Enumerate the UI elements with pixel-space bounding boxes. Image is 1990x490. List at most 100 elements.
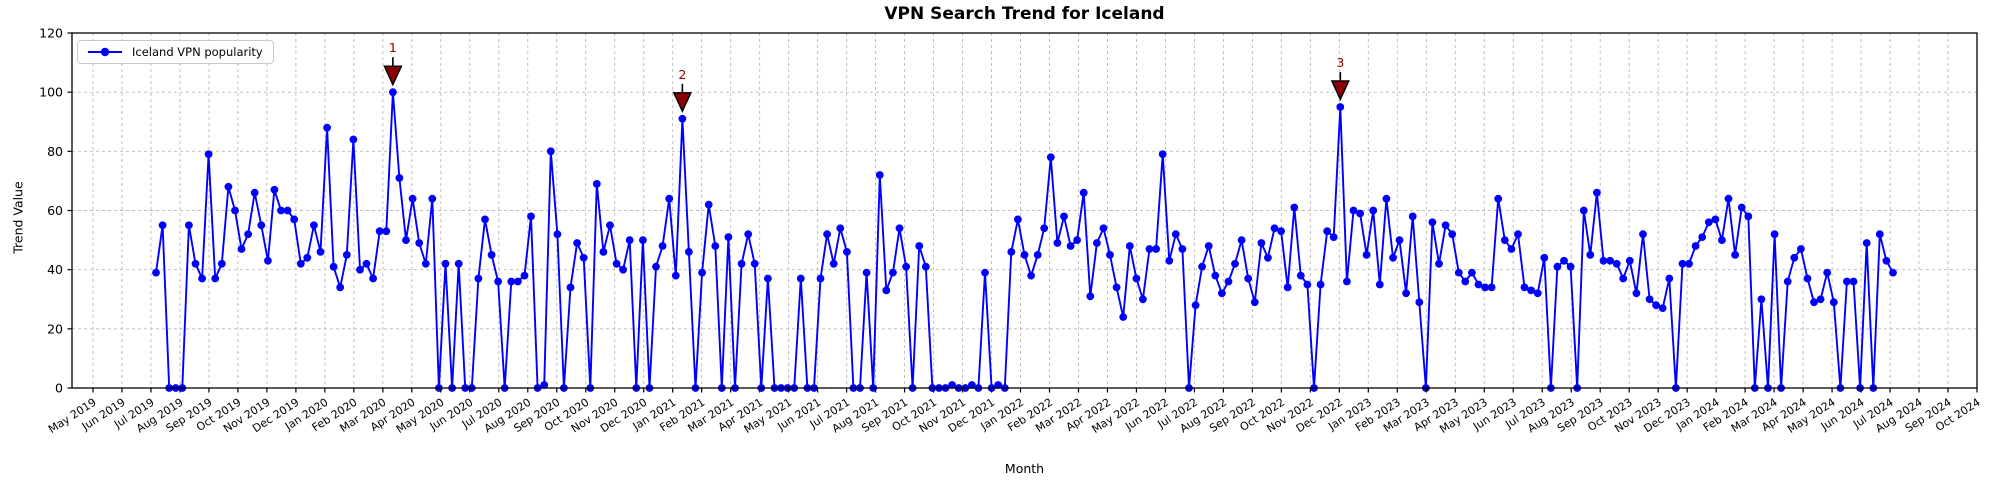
legend: Iceland VPN popularity bbox=[77, 40, 274, 64]
data-point-marker bbox=[1685, 259, 1693, 268]
data-point-marker bbox=[652, 262, 660, 271]
data-point-marker bbox=[1415, 298, 1424, 307]
data-point-marker bbox=[303, 253, 312, 262]
data-point-marker bbox=[1336, 103, 1345, 111]
data-point-marker bbox=[1658, 304, 1667, 312]
data-point-marker bbox=[678, 114, 687, 123]
data-point-marker bbox=[875, 171, 884, 179]
data-point-marker bbox=[1027, 271, 1035, 280]
data-point-marker bbox=[1527, 286, 1535, 295]
data-point-marker bbox=[1849, 277, 1858, 286]
data-point-marker bbox=[553, 230, 562, 239]
data-point-marker bbox=[395, 174, 404, 182]
data-point-marker bbox=[1257, 239, 1266, 247]
data-point-marker bbox=[152, 268, 160, 277]
data-point-marker bbox=[1770, 230, 1779, 239]
data-point-marker bbox=[1632, 289, 1641, 298]
data-point-marker bbox=[1020, 251, 1029, 259]
data-point-marker bbox=[665, 194, 674, 203]
data-point-marker bbox=[1540, 253, 1549, 262]
data-point-marker bbox=[1244, 274, 1253, 283]
data-point-marker bbox=[915, 242, 924, 250]
data-point-marker bbox=[737, 259, 746, 268]
y-tick-label: 0 bbox=[55, 381, 63, 396]
data-point-marker bbox=[1435, 259, 1443, 268]
annotation-label: 3 bbox=[1336, 55, 1344, 70]
chart-title: VPN Search Trend for Iceland bbox=[884, 4, 1165, 24]
legend-line-marker-icon bbox=[88, 47, 122, 57]
data-point-marker bbox=[217, 259, 226, 268]
data-point-marker bbox=[323, 123, 331, 132]
trend-line bbox=[155, 91, 1894, 389]
data-point-marker bbox=[1665, 274, 1674, 283]
data-point-marker bbox=[1454, 268, 1463, 277]
data-point-marker bbox=[342, 251, 351, 259]
data-point-marker bbox=[1106, 251, 1114, 259]
data-point-marker bbox=[1014, 215, 1022, 224]
data-point-marker bbox=[250, 188, 259, 197]
data-point-marker bbox=[1704, 218, 1713, 227]
data-point-marker bbox=[639, 236, 647, 245]
data-point-marker bbox=[1270, 224, 1279, 233]
data-point-marker bbox=[1218, 289, 1226, 298]
data-point-marker bbox=[1691, 242, 1700, 250]
data-point-marker bbox=[191, 259, 200, 268]
data-point-marker bbox=[1060, 212, 1068, 221]
data-point-marker bbox=[1468, 268, 1476, 277]
data-point-marker bbox=[968, 381, 976, 389]
data-point-marker bbox=[1843, 277, 1851, 286]
data-point-marker bbox=[764, 274, 772, 283]
data-point-marker bbox=[1500, 236, 1509, 245]
data-point-marker bbox=[204, 150, 213, 159]
data-point-marker bbox=[283, 206, 292, 215]
data-point-marker bbox=[1296, 271, 1305, 280]
data-point-marker bbox=[1139, 295, 1147, 304]
data-point-marker bbox=[592, 180, 601, 188]
data-point-marker bbox=[1875, 230, 1884, 239]
data-point-marker bbox=[494, 277, 502, 286]
data-point-marker bbox=[1711, 215, 1720, 224]
data-point-marker bbox=[981, 268, 989, 277]
y-tick-label: 80 bbox=[47, 144, 63, 159]
data-point-marker bbox=[1737, 203, 1746, 212]
data-point-marker bbox=[1441, 221, 1450, 230]
data-point-marker bbox=[356, 265, 364, 274]
data-point-marker bbox=[362, 259, 371, 268]
data-point-marker bbox=[711, 242, 720, 250]
data-point-marker bbox=[310, 221, 318, 230]
data-point-marker bbox=[1816, 295, 1825, 304]
data-point-marker bbox=[1612, 259, 1621, 268]
data-point-marker bbox=[671, 271, 680, 280]
data-point-marker bbox=[1402, 289, 1410, 298]
data-point-marker bbox=[895, 224, 904, 233]
data-point-marker bbox=[1382, 194, 1391, 203]
data-point-marker bbox=[685, 248, 693, 256]
data-point-marker bbox=[1086, 292, 1095, 301]
data-point-marker bbox=[1428, 218, 1437, 227]
data-point-marker bbox=[270, 185, 279, 194]
data-point-marker bbox=[507, 277, 516, 286]
data-point-marker bbox=[1073, 236, 1081, 245]
data-point-marker bbox=[1790, 253, 1799, 262]
data-point-marker bbox=[211, 274, 220, 283]
data-point-marker bbox=[1040, 224, 1049, 233]
y-tick-label: 20 bbox=[47, 321, 63, 336]
data-point-marker bbox=[1487, 283, 1496, 292]
data-point-marker bbox=[402, 236, 410, 245]
data-point-marker bbox=[408, 194, 417, 203]
data-point-marker bbox=[481, 215, 489, 224]
data-point-marker bbox=[1481, 283, 1489, 292]
data-point-marker bbox=[1652, 301, 1660, 310]
data-point-marker bbox=[1264, 253, 1272, 262]
y-tick-label: 40 bbox=[47, 262, 63, 277]
data-point-marker bbox=[829, 259, 838, 268]
data-point-marker bbox=[1145, 245, 1154, 253]
data-point-marker bbox=[921, 262, 930, 271]
data-point-marker bbox=[796, 274, 805, 283]
data-point-marker bbox=[1862, 239, 1871, 247]
data-point-marker bbox=[1606, 256, 1614, 265]
data-point-marker bbox=[658, 242, 667, 250]
data-point-marker bbox=[1066, 242, 1075, 250]
data-point-marker bbox=[1343, 277, 1351, 286]
data-point-marker bbox=[948, 381, 956, 389]
